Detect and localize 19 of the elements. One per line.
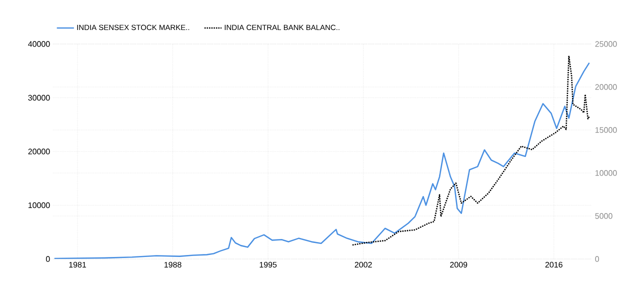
y-tick-label: 30000 xyxy=(28,94,50,101)
x-tick-label: 2009 xyxy=(450,262,468,268)
y2-tick-label: 0 xyxy=(595,256,600,262)
y2-tick-label: 20000 xyxy=(595,84,617,90)
x-tick-label: 1981 xyxy=(69,262,86,268)
line-series xyxy=(352,55,590,246)
y-tick-label: 10000 xyxy=(28,202,50,208)
y2-tick-label: 25000 xyxy=(595,41,617,47)
y2-tick-label: 5000 xyxy=(595,213,612,219)
x-tick-label: 1988 xyxy=(164,262,182,268)
y-tick-label: 40000 xyxy=(28,41,50,47)
y2-tick-label: 15000 xyxy=(595,127,617,133)
x-tick-label: 2002 xyxy=(354,262,372,268)
line-series xyxy=(54,62,590,259)
x-tick-label: 1995 xyxy=(260,262,277,268)
x-tick-label: 2016 xyxy=(545,262,562,268)
y2-tick-label: 10000 xyxy=(595,170,617,176)
y-tick-label: 20000 xyxy=(28,148,50,154)
y-tick-label: 0 xyxy=(46,256,50,262)
